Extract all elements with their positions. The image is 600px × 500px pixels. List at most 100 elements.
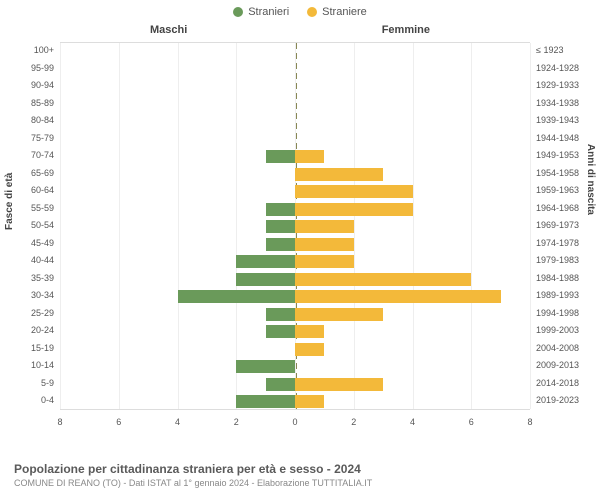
birth-year-label: 1954-1958 xyxy=(530,168,579,178)
bar-female xyxy=(295,238,354,251)
pyramid-row: 80-841939-1943 xyxy=(60,113,530,131)
bar-female xyxy=(295,395,324,408)
pyramid-chart: Maschi Femmine Fasce di età Anni di nasc… xyxy=(0,20,600,440)
bar-male xyxy=(178,290,296,303)
chart-subtitle: COMUNE DI REANO (TO) - Dati ISTAT al 1° … xyxy=(14,478,372,488)
bar-male xyxy=(266,238,295,251)
birth-year-label: ≤ 1923 xyxy=(530,45,563,55)
bar-female xyxy=(295,255,354,268)
bar-female xyxy=(295,343,324,356)
pyramid-row: 85-891934-1938 xyxy=(60,96,530,114)
x-tick: 6 xyxy=(116,417,121,427)
bar-male xyxy=(236,360,295,373)
birth-year-label: 1939-1943 xyxy=(530,115,579,125)
pyramid-row: 10-142009-2013 xyxy=(60,358,530,376)
birth-year-label: 1944-1948 xyxy=(530,133,579,143)
bar-female xyxy=(295,308,383,321)
pyramid-row: 15-192004-2008 xyxy=(60,341,530,359)
x-tick: 2 xyxy=(351,417,356,427)
footer: Popolazione per cittadinanza straniera p… xyxy=(14,462,372,488)
bar-female xyxy=(295,150,324,163)
birth-year-label: 2004-2008 xyxy=(530,343,579,353)
pyramid-row: 55-591964-1968 xyxy=(60,201,530,219)
bar-male xyxy=(266,308,295,321)
age-label: 10-14 xyxy=(31,360,60,370)
birth-year-label: 2019-2023 xyxy=(530,395,579,405)
bar-female xyxy=(295,273,471,286)
birth-year-label: 1949-1953 xyxy=(530,150,579,160)
age-label: 55-59 xyxy=(31,203,60,213)
legend-female: Straniere xyxy=(307,6,367,18)
bar-male xyxy=(266,203,295,216)
pyramid-row: 45-491974-1978 xyxy=(60,236,530,254)
birth-year-label: 1929-1933 xyxy=(530,80,579,90)
pyramid-row: 25-291994-1998 xyxy=(60,306,530,324)
birth-year-label: 1969-1973 xyxy=(530,220,579,230)
bar-male xyxy=(266,378,295,391)
age-label: 0-4 xyxy=(41,395,60,405)
bar-female xyxy=(295,185,413,198)
pyramid-row: 95-991924-1928 xyxy=(60,61,530,79)
pyramid-row: 5-92014-2018 xyxy=(60,376,530,394)
birth-year-label: 2014-2018 xyxy=(530,378,579,388)
bar-male xyxy=(266,220,295,233)
x-tick: 6 xyxy=(469,417,474,427)
bar-male xyxy=(236,255,295,268)
age-label: 50-54 xyxy=(31,220,60,230)
birth-year-label: 1984-1988 xyxy=(530,273,579,283)
x-tick: 4 xyxy=(410,417,415,427)
birth-year-label: 1924-1928 xyxy=(530,63,579,73)
age-label: 65-69 xyxy=(31,168,60,178)
age-label: 20-24 xyxy=(31,325,60,335)
age-label: 25-29 xyxy=(31,308,60,318)
age-label: 5-9 xyxy=(41,378,60,388)
bar-male xyxy=(236,395,295,408)
pyramid-row: 90-941929-1933 xyxy=(60,78,530,96)
plot-area: 022446688100+≤ 192395-991924-192890-9419… xyxy=(60,42,530,410)
birth-year-label: 1934-1938 xyxy=(530,98,579,108)
birth-year-label: 1994-1998 xyxy=(530,308,579,318)
legend: Stranieri Straniere xyxy=(0,0,600,20)
birth-year-label: 1964-1968 xyxy=(530,203,579,213)
x-tick: 0 xyxy=(292,417,297,427)
age-label: 100+ xyxy=(34,45,60,55)
y-axis-left-title: Fasce di età xyxy=(4,173,15,230)
pyramid-row: 30-341989-1993 xyxy=(60,288,530,306)
age-label: 95-99 xyxy=(31,63,60,73)
age-label: 40-44 xyxy=(31,255,60,265)
legend-male-label: Stranieri xyxy=(248,6,289,18)
bar-male xyxy=(266,150,295,163)
birth-year-label: 1989-1993 xyxy=(530,290,579,300)
pyramid-row: 65-691954-1958 xyxy=(60,166,530,184)
bar-female xyxy=(295,168,383,181)
age-label: 75-79 xyxy=(31,133,60,143)
pyramid-row: 100+≤ 1923 xyxy=(60,43,530,61)
birth-year-label: 1974-1978 xyxy=(530,238,579,248)
birth-year-label: 2009-2013 xyxy=(530,360,579,370)
x-tick: 8 xyxy=(57,417,62,427)
age-label: 85-89 xyxy=(31,98,60,108)
age-label: 90-94 xyxy=(31,80,60,90)
pyramid-row: 60-641959-1963 xyxy=(60,183,530,201)
age-label: 45-49 xyxy=(31,238,60,248)
birth-year-label: 1999-2003 xyxy=(530,325,579,335)
age-label: 60-64 xyxy=(31,185,60,195)
pyramid-row: 35-391984-1988 xyxy=(60,271,530,289)
legend-female-label: Straniere xyxy=(322,6,367,18)
age-label: 30-34 xyxy=(31,290,60,300)
bar-female xyxy=(295,290,501,303)
bar-male xyxy=(236,273,295,286)
legend-male-swatch xyxy=(233,7,243,17)
pyramid-row: 70-741949-1953 xyxy=(60,148,530,166)
bar-female xyxy=(295,325,324,338)
birth-year-label: 1979-1983 xyxy=(530,255,579,265)
pyramid-row: 0-42019-2023 xyxy=(60,393,530,411)
x-tick: 8 xyxy=(527,417,532,427)
bar-male xyxy=(266,325,295,338)
bar-female xyxy=(295,220,354,233)
age-label: 70-74 xyxy=(31,150,60,160)
pyramid-row: 50-541969-1973 xyxy=(60,218,530,236)
bar-female xyxy=(295,203,413,216)
y-axis-right-title: Anni di nascita xyxy=(585,144,596,215)
header-male: Maschi xyxy=(150,24,187,36)
